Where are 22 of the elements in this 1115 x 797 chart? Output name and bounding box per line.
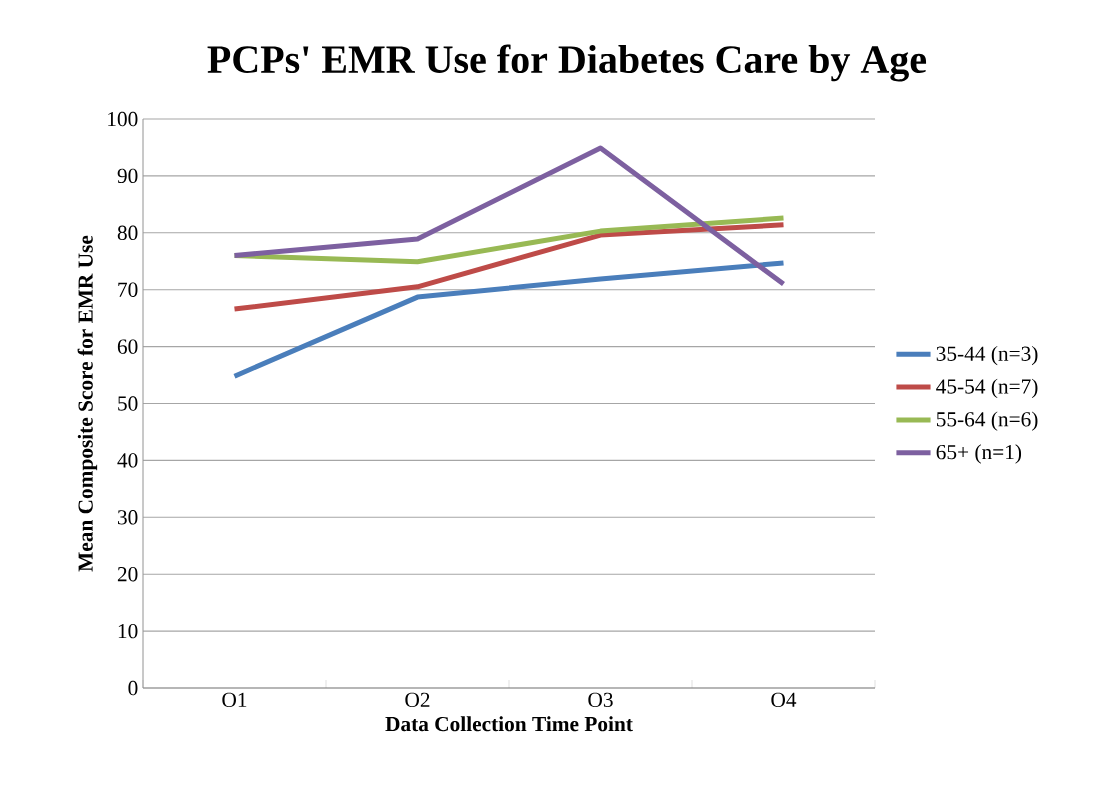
y-tick-label: 80 [117, 225, 138, 240]
legend-label: 45-54 (n=7) [936, 378, 1038, 399]
legend-label: 65+ (n=1) [936, 444, 1022, 464]
legend-label: 35-44 (n=3) [936, 345, 1038, 366]
y-tick-label: 0 [128, 680, 138, 696]
x-tick-label: O2 [405, 692, 430, 708]
y-tick-label: 10 [118, 623, 138, 639]
x-tick-label: O1 [222, 692, 247, 708]
y-tick-label: 30 [117, 510, 138, 525]
y-axis-title: Mean Composite Score for EMR Use [77, 235, 98, 572]
legend-label: 55-64 (n=6) [936, 411, 1038, 431]
y-tick-label: 40 [117, 453, 138, 468]
y-tick-label: 50 [118, 396, 138, 411]
chart-title: PCPs' EMR Use for Diabetes Care by Age [207, 44, 927, 82]
y-tick-label: 20 [117, 567, 138, 582]
x-axis-title: Data Collection Time Point [385, 716, 633, 732]
y-tick-label: 60 [117, 339, 138, 354]
y-tick-label: 90 [117, 168, 138, 184]
x-tick-label: O4 [771, 692, 797, 708]
y-tick-label: 70 [118, 282, 138, 297]
x-tick-label: O3 [588, 692, 613, 708]
y-tick-label: 100 [108, 111, 138, 127]
